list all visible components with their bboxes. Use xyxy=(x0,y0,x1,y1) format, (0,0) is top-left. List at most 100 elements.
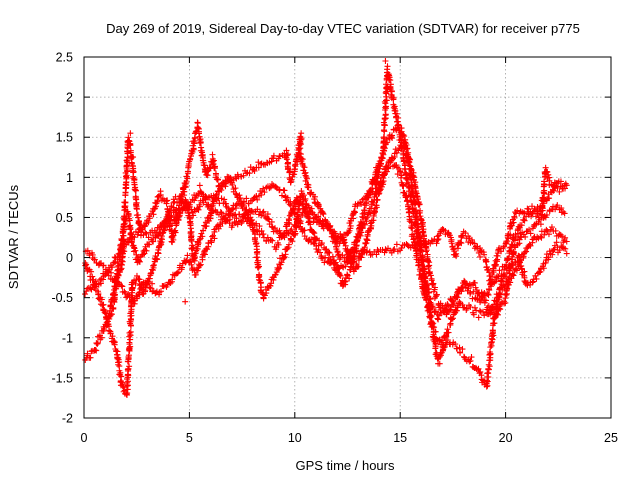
data-point-track-5 xyxy=(211,164,218,171)
data-point-track-4 xyxy=(208,203,215,210)
data-point-track-1 xyxy=(100,262,107,269)
data-point-track-4 xyxy=(454,294,461,301)
data-point-track-4 xyxy=(298,188,305,195)
data-point-track-1 xyxy=(284,194,291,201)
data-point-track-4 xyxy=(124,390,131,397)
data-point-track-1 xyxy=(194,267,201,274)
data-point-track-4 xyxy=(253,254,260,261)
data-point-track-5 xyxy=(481,251,488,258)
data-point-track-4 xyxy=(154,256,161,263)
data-point-track-3 xyxy=(475,365,482,372)
x-tick-label: 10 xyxy=(288,431,302,445)
data-point-track-1 xyxy=(149,280,156,287)
data-point-track-2 xyxy=(513,267,520,274)
data-point-track-3 xyxy=(413,220,420,227)
data-point-track-4 xyxy=(406,155,413,162)
data-point-track-5 xyxy=(154,198,161,205)
y-tick-label: 2 xyxy=(66,91,73,105)
data-point-track-5 xyxy=(453,250,460,257)
data-point-track-4 xyxy=(482,297,489,304)
data-point-track-2 xyxy=(217,209,224,216)
data-point-track-4 xyxy=(501,300,508,307)
data-point-track-1 xyxy=(261,189,268,196)
x-tick-label: 15 xyxy=(393,431,407,445)
data-point-track-5 xyxy=(477,253,484,260)
data-point-track-4 xyxy=(253,243,260,250)
data-point-stray xyxy=(542,164,549,171)
data-point-track-4 xyxy=(420,232,427,239)
data-point-track-3 xyxy=(93,347,100,354)
data-point-track-4 xyxy=(289,238,296,245)
data-point-track-1 xyxy=(485,291,492,298)
data-point-track-3 xyxy=(550,246,557,253)
data-point-track-3 xyxy=(288,210,295,217)
x-tick-label: 20 xyxy=(499,431,513,445)
data-point-track-2 xyxy=(509,271,516,278)
data-point-track-3 xyxy=(553,239,560,246)
data-point-track-4 xyxy=(294,211,301,218)
data-point-track-4 xyxy=(506,274,513,281)
data-point-track-1 xyxy=(91,256,98,263)
data-point-track-1 xyxy=(188,261,195,268)
data-point-track-4 xyxy=(341,239,348,246)
data-point-track-4 xyxy=(196,236,203,243)
data-point-track-4 xyxy=(554,202,561,209)
data-point-track-4 xyxy=(218,187,225,194)
data-point-track-5 xyxy=(507,231,514,238)
data-point-track-5 xyxy=(121,214,128,221)
data-point-track-5 xyxy=(458,240,465,247)
data-point-track-1 xyxy=(520,216,527,223)
data-point-track-3 xyxy=(94,339,101,346)
data-point-track-1 xyxy=(266,185,273,192)
data-point-track-5 xyxy=(296,150,303,157)
data-point-track-5 xyxy=(434,233,441,240)
data-point-track-5 xyxy=(110,290,117,297)
data-point-track-2 xyxy=(562,234,569,241)
data-point-track-4 xyxy=(424,258,431,265)
data-point-track-5 xyxy=(471,240,478,247)
data-point-track-4 xyxy=(543,211,550,218)
data-point-track-5 xyxy=(194,120,201,127)
data-point-track-4 xyxy=(129,284,136,291)
data-point-track-4 xyxy=(295,207,302,214)
data-point-track-4 xyxy=(416,209,423,216)
data-point-track-5 xyxy=(562,185,569,192)
data-point-track-1 xyxy=(321,259,328,266)
data-point-track-3 xyxy=(196,201,203,208)
data-point-track-5 xyxy=(187,155,194,162)
data-point-track-3 xyxy=(233,215,240,222)
data-point-track-3 xyxy=(395,114,402,121)
data-point-track-3 xyxy=(424,293,431,300)
data-point-track-3 xyxy=(427,320,434,327)
data-point-track-3 xyxy=(140,251,147,258)
data-point-track-3 xyxy=(382,111,389,118)
data-point-track-1 xyxy=(254,196,261,203)
data-point-track-4 xyxy=(315,213,322,220)
x-tick-label: 0 xyxy=(81,431,88,445)
data-point-track-5 xyxy=(222,183,229,190)
data-point-track-3 xyxy=(518,265,525,272)
data-point-track-2 xyxy=(399,182,406,189)
data-point-track-4 xyxy=(241,202,248,209)
data-point-track-5 xyxy=(184,175,191,182)
data-point-track-3 xyxy=(486,357,493,364)
data-point-track-3 xyxy=(393,110,400,117)
data-point-track-4 xyxy=(416,201,423,208)
data-point-track-4 xyxy=(236,192,243,199)
data-point-track-3 xyxy=(92,347,99,354)
data-point-track-3 xyxy=(367,189,374,196)
data-point-track-5 xyxy=(188,150,195,157)
data-point-track-3 xyxy=(260,231,267,238)
data-point-track-3 xyxy=(379,150,386,157)
data-point-track-5 xyxy=(508,222,515,229)
data-point-track-4 xyxy=(278,259,285,266)
data-point-track-1 xyxy=(445,302,452,309)
data-point-track-5 xyxy=(528,211,535,218)
data-point-track-4 xyxy=(117,372,124,379)
data-point-track-4 xyxy=(145,279,152,286)
data-point-track-3 xyxy=(436,360,443,367)
data-point-track-2 xyxy=(527,242,534,249)
data-point-track-5 xyxy=(544,168,551,175)
data-point-track-5 xyxy=(398,245,405,252)
data-point-track-5 xyxy=(139,226,146,233)
